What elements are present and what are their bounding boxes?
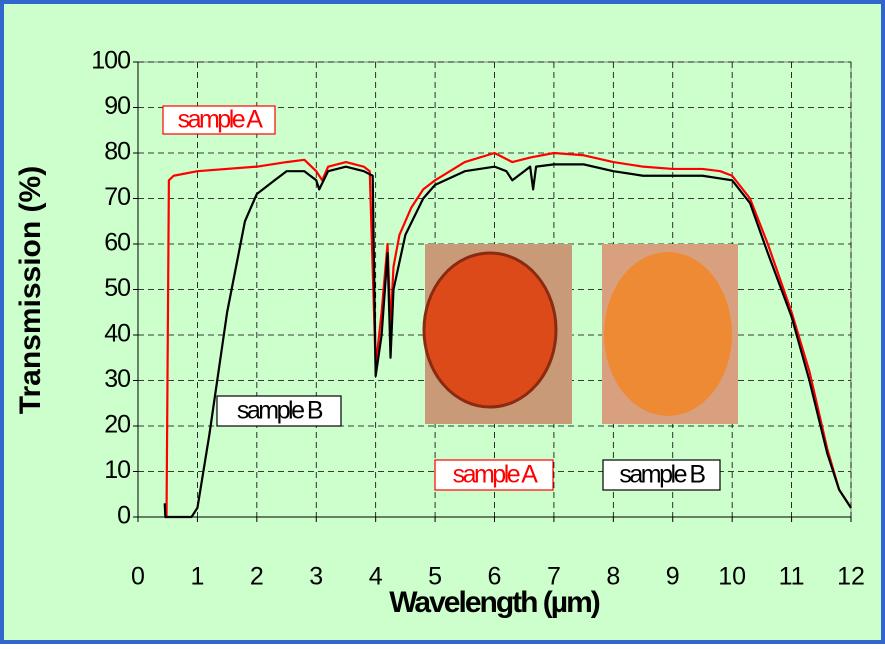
y-tick-label: 80 bbox=[104, 138, 130, 166]
series-label-box bbox=[434, 459, 554, 491]
y-tick-label: 0 bbox=[117, 502, 130, 530]
photo-disc bbox=[422, 251, 558, 409]
x-tick-label: 7 bbox=[547, 563, 561, 591]
x-tick-label: 12 bbox=[837, 563, 865, 591]
y-axis-label: Transmission (%) bbox=[14, 166, 47, 414]
y-tick-label: 70 bbox=[104, 183, 130, 211]
x-axis-label: Wavelength (µm) bbox=[389, 586, 600, 619]
x-tick-label: 4 bbox=[369, 563, 383, 591]
series-label: sample A bbox=[178, 106, 264, 134]
series-label-box bbox=[602, 459, 721, 491]
series-label: sample B bbox=[619, 461, 705, 489]
photo-b bbox=[602, 244, 738, 424]
y-tick-label: 90 bbox=[104, 92, 130, 120]
x-tick-label: 8 bbox=[606, 563, 620, 591]
series-line bbox=[163, 163, 852, 519]
x-tick-label: 10 bbox=[718, 563, 746, 591]
x-tick-label: 3 bbox=[309, 563, 323, 591]
x-tick-label: 0 bbox=[131, 563, 145, 591]
x-tick-label: 5 bbox=[428, 563, 442, 591]
series-label-box bbox=[162, 105, 276, 135]
x-tick-label: 9 bbox=[666, 563, 680, 591]
series-label: sample B bbox=[237, 397, 323, 425]
x-tick-label: 11 bbox=[779, 563, 805, 591]
y-tick-label: 10 bbox=[104, 456, 130, 484]
series-label-box bbox=[216, 395, 342, 427]
series-label: sample A bbox=[453, 461, 539, 489]
x-tick-label: 6 bbox=[488, 563, 502, 591]
photo-disc bbox=[604, 252, 732, 416]
y-tick-label: 50 bbox=[104, 274, 130, 302]
y-tick-label: 60 bbox=[104, 229, 130, 257]
y-tick-label: 20 bbox=[104, 411, 130, 439]
photo-a bbox=[422, 244, 572, 424]
y-tick-label: 30 bbox=[104, 365, 130, 393]
y-tick-label: 100 bbox=[91, 47, 130, 75]
series-line bbox=[164, 151, 852, 519]
y-tick-label: 40 bbox=[104, 320, 130, 348]
x-tick-label: 1 bbox=[190, 563, 204, 591]
x-tick-label: 2 bbox=[250, 563, 264, 591]
